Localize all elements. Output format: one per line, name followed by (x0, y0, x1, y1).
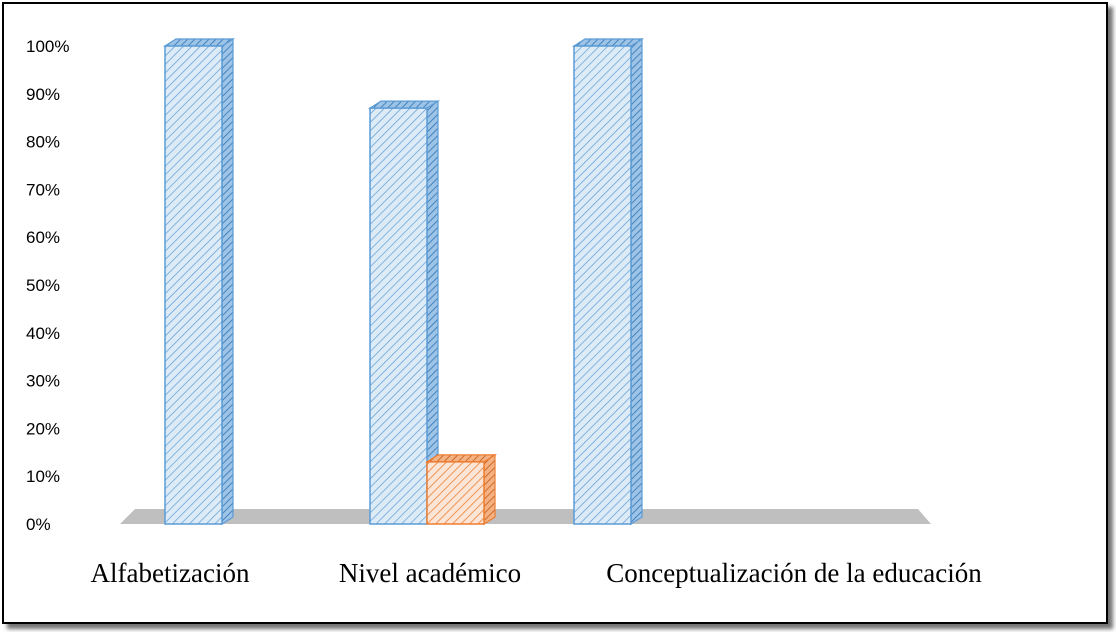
chart-floor (120, 509, 931, 524)
bar-series-1 (571, 37, 645, 526)
bar-series-1 (367, 100, 441, 526)
category-label: Conceptualización de la educación (606, 558, 982, 588)
y-tick-label: 20% (26, 419, 60, 438)
y-tick-label: 40% (26, 324, 60, 343)
y-tick-label: 50% (26, 276, 60, 295)
y-tick-label: 0% (26, 515, 51, 534)
y-tick-label: 80% (26, 133, 60, 152)
category-label: Alfabetización (91, 558, 250, 588)
y-tick-label: 30% (26, 372, 60, 391)
y-tick-label: 60% (26, 228, 60, 247)
y-tick-label: 70% (26, 180, 60, 199)
bar-series-1 (162, 37, 236, 526)
bar-series-2 (424, 453, 498, 526)
y-tick-label: 10% (26, 467, 60, 486)
y-tick-label: 90% (26, 85, 60, 104)
category-label: Nivel académico (339, 558, 521, 588)
y-tick-label: 100% (26, 37, 69, 56)
